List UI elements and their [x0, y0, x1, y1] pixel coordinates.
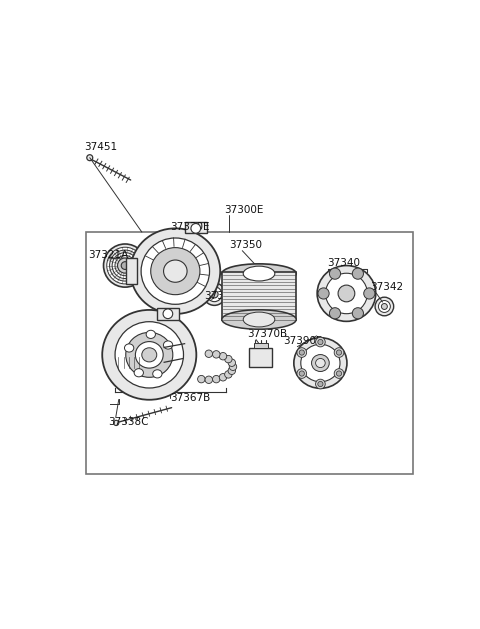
Circle shape	[205, 350, 213, 357]
Circle shape	[382, 304, 387, 309]
Text: 37370B: 37370B	[248, 329, 288, 339]
Circle shape	[378, 301, 390, 313]
Circle shape	[219, 374, 227, 381]
Circle shape	[213, 376, 220, 383]
Circle shape	[318, 381, 323, 387]
Ellipse shape	[163, 341, 173, 349]
Circle shape	[211, 291, 218, 298]
Ellipse shape	[131, 228, 220, 314]
Circle shape	[115, 255, 135, 276]
Circle shape	[297, 369, 307, 379]
Text: 37334: 37334	[204, 291, 238, 301]
Circle shape	[229, 363, 237, 370]
Ellipse shape	[146, 330, 156, 338]
Ellipse shape	[315, 359, 325, 367]
Ellipse shape	[243, 312, 275, 327]
Circle shape	[228, 367, 236, 374]
Circle shape	[334, 369, 344, 379]
Circle shape	[315, 337, 325, 347]
Ellipse shape	[243, 266, 275, 281]
Ellipse shape	[153, 370, 162, 378]
Circle shape	[318, 340, 323, 345]
Ellipse shape	[151, 248, 200, 294]
Circle shape	[163, 309, 173, 319]
Circle shape	[225, 370, 232, 378]
Ellipse shape	[141, 238, 210, 304]
Text: 37342: 37342	[371, 282, 404, 292]
Circle shape	[336, 350, 342, 355]
Ellipse shape	[222, 310, 296, 329]
Bar	[249, 348, 273, 367]
Circle shape	[352, 268, 363, 279]
Polygon shape	[156, 308, 179, 320]
Ellipse shape	[102, 310, 196, 400]
Circle shape	[329, 268, 341, 279]
Circle shape	[191, 223, 201, 233]
Circle shape	[375, 297, 394, 316]
Circle shape	[107, 247, 144, 284]
Polygon shape	[126, 259, 137, 284]
Ellipse shape	[164, 260, 187, 282]
Text: 37340: 37340	[327, 258, 360, 268]
Circle shape	[225, 355, 232, 363]
Ellipse shape	[301, 344, 340, 382]
Text: 37300E: 37300E	[224, 205, 263, 215]
Circle shape	[114, 420, 119, 426]
Ellipse shape	[134, 369, 144, 377]
Text: 37321A: 37321A	[88, 250, 128, 260]
Ellipse shape	[142, 348, 157, 362]
Circle shape	[315, 379, 325, 389]
Circle shape	[203, 283, 226, 305]
Ellipse shape	[115, 321, 183, 388]
Ellipse shape	[294, 338, 347, 388]
Circle shape	[297, 348, 307, 357]
Text: 37338C: 37338C	[108, 416, 149, 426]
Circle shape	[334, 348, 344, 357]
Text: 37367B: 37367B	[170, 392, 210, 403]
Circle shape	[198, 376, 205, 383]
Circle shape	[121, 262, 129, 269]
Bar	[254, 343, 268, 348]
Circle shape	[364, 288, 375, 299]
Text: 37350: 37350	[229, 240, 262, 250]
Circle shape	[329, 308, 341, 319]
Ellipse shape	[124, 344, 134, 352]
Circle shape	[112, 253, 138, 279]
Circle shape	[352, 308, 363, 319]
Circle shape	[213, 350, 220, 358]
Circle shape	[104, 244, 147, 287]
Ellipse shape	[325, 273, 367, 314]
Text: 37451: 37451	[84, 142, 117, 152]
Ellipse shape	[312, 355, 329, 372]
Bar	[86, 232, 413, 474]
Ellipse shape	[126, 332, 173, 377]
Circle shape	[228, 359, 236, 367]
Circle shape	[109, 250, 141, 281]
Circle shape	[338, 285, 355, 302]
Circle shape	[299, 350, 304, 355]
Polygon shape	[185, 222, 207, 233]
Bar	[222, 272, 296, 320]
Circle shape	[336, 371, 342, 376]
Circle shape	[299, 371, 304, 376]
Circle shape	[318, 288, 329, 299]
Ellipse shape	[135, 342, 163, 368]
Ellipse shape	[317, 265, 376, 321]
Circle shape	[207, 287, 222, 302]
Text: 37390B: 37390B	[283, 336, 324, 346]
Ellipse shape	[222, 264, 296, 283]
Circle shape	[219, 352, 227, 360]
Circle shape	[118, 258, 132, 273]
Circle shape	[87, 155, 93, 160]
Text: 37330E: 37330E	[170, 222, 209, 232]
Circle shape	[205, 376, 213, 384]
